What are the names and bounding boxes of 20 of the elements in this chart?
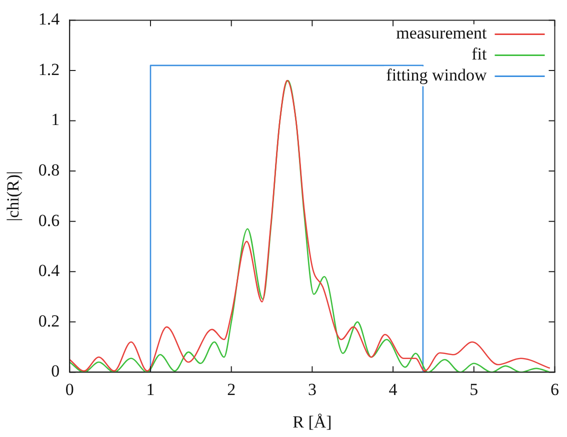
legend-label: fitting window [386, 66, 488, 85]
x-tick-label: 1 [146, 380, 155, 399]
x-tick-label: 4 [388, 380, 398, 399]
x-tick-label: 3 [308, 380, 316, 399]
x-tick-label: 5 [470, 380, 478, 399]
x-axis-title: R [Å] [292, 412, 332, 432]
y-axis-title: |chi(R)| [4, 171, 23, 222]
y-tick-label: 0.6 [38, 210, 60, 230]
y-tick-label: 0.8 [38, 160, 60, 180]
legend-label: fit [472, 44, 488, 64]
x-tick-label: 2 [227, 380, 236, 399]
x-tick-label: 0 [65, 380, 74, 399]
y-tick-label: 0.2 [38, 311, 60, 330]
y-tick-label: 0 [51, 362, 60, 381]
y-tick-label: 1.4 [38, 10, 60, 29]
legend-label: measurement [396, 24, 488, 43]
x-tick-label: 6 [550, 380, 559, 399]
y-tick-label: 0.4 [38, 261, 60, 280]
y-tick-label: 1.2 [38, 60, 60, 79]
y-tick-label: 1 [51, 110, 60, 130]
